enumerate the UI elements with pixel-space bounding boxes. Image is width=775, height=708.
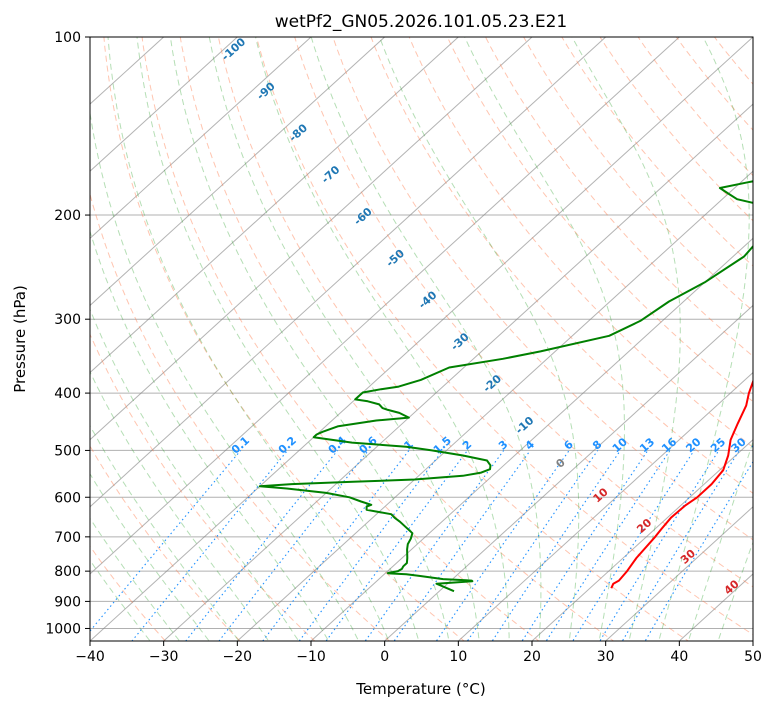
- x-tick-label: −20: [223, 649, 253, 665]
- dry-adiabats: [90, 37, 753, 641]
- y-tick-label: 700: [54, 530, 81, 546]
- moist-adiabats: [90, 37, 753, 641]
- moist-adiabat-line: [90, 370, 270, 641]
- dry-adiabat-line: [217, 37, 690, 641]
- y-tick-label: 400: [54, 386, 81, 402]
- x-tick-label: −40: [75, 649, 105, 665]
- mixing-ratio-line: [572, 450, 695, 641]
- moist-adiabat-line: [687, 440, 753, 641]
- moist-adiabat-line: [90, 424, 240, 641]
- x-axis-ticks: −40 −30 −20 −10 0 10 20 30 40 50: [75, 641, 762, 665]
- mixing-ratio-line: [599, 450, 720, 641]
- isotherm-line: [90, 37, 607, 508]
- x-tick-label: 0: [380, 649, 389, 665]
- moist-adiabat-line: [90, 109, 360, 641]
- y-tick-label: 300: [54, 312, 81, 328]
- temperature-trace: [610, 378, 753, 589]
- isotherm-line: [90, 37, 238, 172]
- moist-adiabat-line: [90, 559, 151, 641]
- skewed-isotherms: [90, 37, 753, 641]
- chart-title: wetPf2_GN05.2026.101.05.23.E21: [275, 12, 567, 32]
- x-tick-label: 30: [597, 649, 615, 665]
- x-tick-label: 50: [744, 649, 762, 665]
- isotherm-line: [310, 237, 753, 641]
- isotherm-line: [90, 37, 680, 575]
- plot-area: -100-90-80-70-60-50-40-30-20-100 0.1 0.2 0…: [90, 37, 769, 641]
- moist-adiabat-line: [464, 37, 625, 641]
- axes-frame: [89, 36, 754, 642]
- isotherm-line: [457, 371, 753, 641]
- mixing-ratio-labels: 0.10.20.40.611.52346810131620253036: [229, 434, 769, 457]
- y-tick-label: 800: [54, 564, 81, 580]
- y-tick-label: 900: [54, 594, 81, 610]
- mixing-ratio-line: [298, 450, 444, 641]
- y-tick-label: 1000: [45, 621, 81, 637]
- moist-adiabat-line: [379, 37, 580, 641]
- x-tick-label: 20: [523, 649, 541, 665]
- isotherm-line: [163, 103, 753, 641]
- isotherm-line: [531, 438, 753, 641]
- mixing-ratio-line: [545, 450, 671, 641]
- x-tick-label: −30: [149, 649, 179, 665]
- moist-adiabat-line: [169, 37, 450, 641]
- mixing-ratio-line: [435, 450, 570, 641]
- moist-adiabat-line: [208, 37, 480, 641]
- moist-adiabat-line: [136, 37, 420, 641]
- mixing-ratio-line: [644, 460, 753, 641]
- moist-adiabat-line: [717, 540, 753, 641]
- mixing-ratio-line: [185, 450, 339, 641]
- mixing-ratio-lines: [90, 450, 753, 641]
- moist-adiabat-line: [310, 37, 542, 641]
- mixing-ratio-line: [521, 450, 649, 641]
- dry-adiabat-line: [370, 37, 753, 494]
- dewpoint-trace: [258, 180, 753, 593]
- y-tick-label: 100: [54, 30, 81, 46]
- dry-adiabat-line: [332, 37, 753, 541]
- x-tick-label: 40: [670, 649, 688, 665]
- y-tick-label: 500: [54, 443, 81, 459]
- mixing-ratio-line: [90, 450, 242, 632]
- isotherm-line: [90, 37, 459, 374]
- y-tick-label: 600: [54, 490, 81, 506]
- isotherm-line: [90, 37, 386, 307]
- mixing-ratio-label: 36: [749, 435, 769, 455]
- isotherm-line: [236, 170, 753, 641]
- dry-adiabat-line: [141, 37, 540, 641]
- moist-adiabat-line: [255, 37, 510, 641]
- dry-adiabat-line: [90, 445, 241, 641]
- dry-adiabat-line: [90, 545, 166, 641]
- dry-adiabat-line: [256, 37, 753, 636]
- mixing-ratio-line: [325, 450, 468, 641]
- x-axis-label: Temperature (°C): [355, 680, 485, 698]
- sounding-traces: [258, 180, 753, 593]
- moist-adiabat-line: [90, 517, 181, 641]
- dry-adiabat-line: [179, 37, 615, 641]
- x-tick-label: 10: [449, 649, 467, 665]
- isotherm-line: [605, 506, 753, 641]
- moist-adiabat-line: [90, 473, 210, 641]
- moist-adiabat-line: [107, 37, 390, 641]
- dry-adiabat-line: [90, 192, 391, 641]
- dry-adiabat-line: [90, 333, 316, 641]
- moist-adiabat-line: [90, 308, 300, 641]
- isotherm-line: [90, 37, 312, 240]
- isotherm-line: [384, 304, 753, 641]
- isotherm-line: [90, 37, 753, 641]
- dry-adiabat-line: [103, 37, 465, 641]
- dry-adiabat-line: [294, 37, 753, 588]
- y-tick-label: 200: [54, 208, 81, 224]
- mixing-ratio-line: [621, 450, 740, 641]
- y-axis-label: Pressure (hPa): [11, 285, 29, 393]
- moist-adiabat-line: [658, 37, 750, 641]
- y-axis-ticks: 100 200 300 400 500 600 700 800 900 1000: [45, 30, 90, 637]
- isotherm-line: [90, 37, 533, 441]
- moist-adiabat-line: [571, 37, 681, 641]
- x-tick-label: −10: [296, 649, 326, 665]
